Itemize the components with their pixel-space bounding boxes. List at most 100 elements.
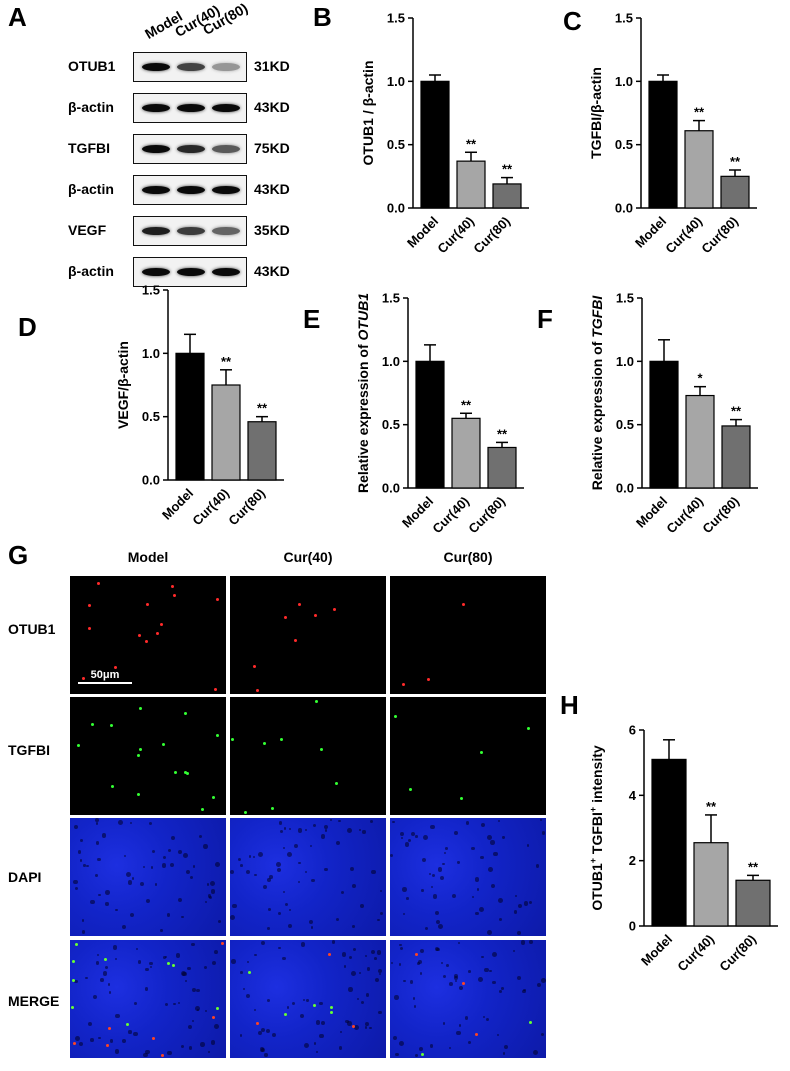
blot-band <box>142 145 170 153</box>
if-signal-dot <box>137 634 141 638</box>
blot-protein-label: β-actin <box>68 99 114 115</box>
x-tick-label: Cur(80) <box>225 486 268 529</box>
if-speckle <box>493 852 498 857</box>
blot-band <box>142 186 170 194</box>
if-speckle <box>185 869 190 875</box>
y-axis-label: Relative expression of OTUB1 <box>355 293 371 493</box>
if-speckle <box>280 829 284 833</box>
if-speckle <box>277 911 282 916</box>
y-axis-label-part: + <box>588 858 598 863</box>
y-tick-label: 1.5 <box>616 291 634 306</box>
if-speckle <box>431 885 434 888</box>
if-speckle <box>315 1020 320 1025</box>
if-speckle <box>230 869 235 874</box>
if-speckle <box>192 988 196 992</box>
if-micrograph <box>230 818 386 936</box>
if-speckle <box>319 1033 324 1039</box>
x-tick-label: Cur(80) <box>716 932 759 975</box>
blot-kd-label: 43KD <box>254 181 290 197</box>
significance-label: ** <box>694 105 705 120</box>
if-speckle <box>114 1049 119 1054</box>
if-speckle <box>276 862 281 868</box>
if-speckle <box>189 875 194 880</box>
if-speckle <box>167 913 171 917</box>
if-signal-dot <box>137 754 141 757</box>
if-speckle <box>105 890 110 895</box>
if-speckle <box>540 978 546 984</box>
if-speckle <box>343 965 347 968</box>
if-signal-dot <box>216 734 220 738</box>
if-speckle <box>318 1001 323 1006</box>
panel-label-h: H <box>560 690 579 720</box>
if-speckle <box>114 957 118 961</box>
if-speckle <box>195 1005 201 1011</box>
y-tick-label: 1.0 <box>382 354 400 369</box>
x-tick-label: Cur(80) <box>698 214 741 257</box>
if-speckle <box>310 878 315 883</box>
if-speckle <box>522 989 526 993</box>
if-signal-dot <box>253 664 257 668</box>
if-speckle <box>401 887 407 892</box>
if-signal-dot <box>402 682 406 686</box>
if-speckle <box>309 845 312 848</box>
if-speckle <box>203 965 207 969</box>
if-speckle <box>359 972 362 975</box>
panel-label-c: C <box>563 6 582 36</box>
if-signal-dot <box>77 744 81 748</box>
y-tick-label: 1.5 <box>615 11 633 26</box>
if-signal-dot <box>155 632 159 636</box>
y-axis-label: OTUB1+ TGFBI+ intensity <box>588 745 605 911</box>
if-signal-dot <box>393 714 397 718</box>
if-speckle <box>105 902 109 906</box>
if-speckle <box>446 964 449 967</box>
if-speckle <box>486 834 492 840</box>
if-speckle <box>288 828 292 831</box>
panel-label-a: A <box>8 2 27 32</box>
if-speckle <box>187 966 191 971</box>
if-speckle <box>277 946 281 950</box>
if-signal-dot <box>167 961 171 965</box>
if-speckle <box>501 987 504 990</box>
if-speckle <box>126 871 132 877</box>
y-axis-label-part: OTUB1 <box>589 863 605 911</box>
if-speckle <box>484 968 489 973</box>
if-signal-dot <box>283 616 287 620</box>
panel-label-f: F <box>537 304 553 334</box>
if-speckle <box>97 857 101 861</box>
if-speckle <box>102 971 108 977</box>
bar <box>451 417 481 489</box>
if-speckle <box>133 1032 138 1037</box>
bar <box>648 80 678 209</box>
if-speckle <box>541 1032 545 1036</box>
blot-band <box>177 104 205 112</box>
if-signal-dot <box>231 738 235 742</box>
if-speckle <box>454 979 458 983</box>
if-signal-dot <box>103 957 107 961</box>
significance-label: ** <box>466 136 477 151</box>
if-speckle <box>180 971 186 977</box>
if-speckle <box>192 865 196 868</box>
significance-label: ** <box>706 799 717 814</box>
y-axis-label: VEGF/β-actin <box>115 341 131 429</box>
if-speckle <box>490 840 495 845</box>
if-speckle <box>261 1028 266 1033</box>
significance-label: * <box>697 371 703 386</box>
if-speckle <box>535 864 540 868</box>
panel-label-b: B <box>313 2 332 32</box>
bar <box>456 160 486 209</box>
if-speckle <box>536 982 541 987</box>
if-speckle <box>467 1041 471 1045</box>
bar-chart-e: 0.0 0.5 1.0 1.5 Relative expression of OTUB1… <box>355 291 524 536</box>
if-signal-dot <box>351 1024 355 1028</box>
y-tick-label: 4 <box>629 788 637 803</box>
if-speckle <box>74 824 79 830</box>
y-axis-label-part: intensity <box>589 745 605 807</box>
if-speckle <box>282 846 286 850</box>
if-speckle <box>533 1050 539 1056</box>
if-speckle <box>498 897 503 903</box>
bar-chart-c: 0.00.51.01.5TGFBI/β-actinModel**Cur(40)*… <box>588 11 757 257</box>
if-speckle <box>421 857 427 862</box>
if-speckle <box>445 846 448 850</box>
if-speckle <box>276 867 281 872</box>
